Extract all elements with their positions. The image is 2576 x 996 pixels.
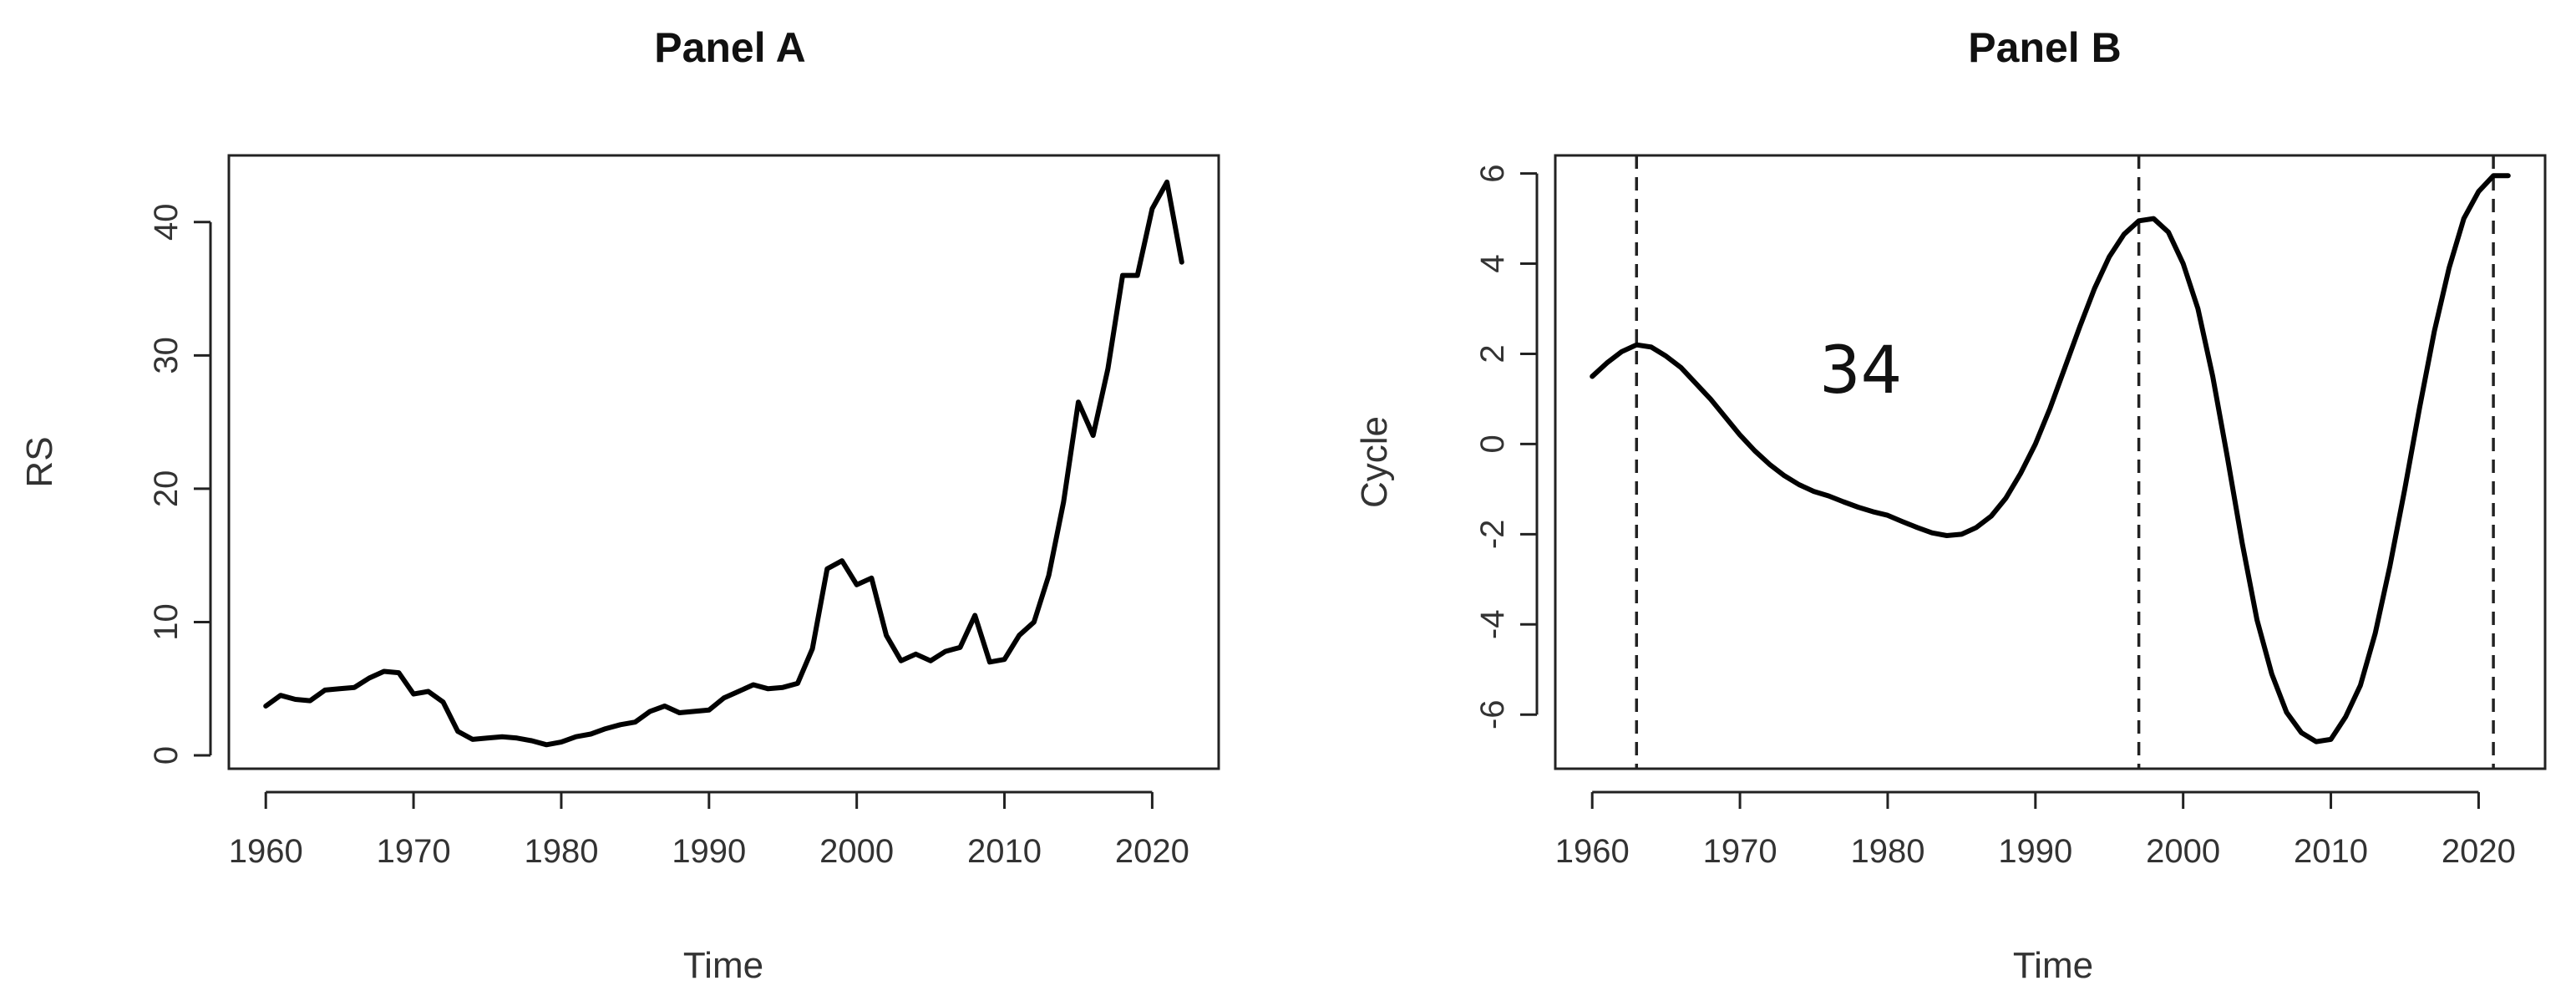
panel-a-x-axis-label: Time (683, 945, 763, 986)
panel-b-vertical-lines (1635, 155, 2495, 769)
panel-a-x-tick-label-2000: 2000 (819, 833, 894, 870)
panel-b-y-tick-label-6: 6 (1474, 164, 1511, 182)
panel-a-plot-frame (227, 154, 1220, 770)
panel-a-series (263, 179, 1184, 748)
panel-a-x-tick-label-1990: 1990 (672, 833, 746, 870)
panel-a: Panel A Time RS 1960 1970 1980 1990 2000 2010… (19, 24, 1220, 986)
panel-a-x-tick-label-1970: 1970 (377, 833, 451, 870)
panel-b-x-tick-label-1980: 1980 (1850, 833, 1924, 870)
panel-a-series-line-0 (263, 179, 1184, 748)
panel-b-series (1590, 173, 2511, 744)
panel-b-y-tick-label--2: -2 (1474, 520, 1511, 550)
panel-a-y-tick-label-20: 20 (148, 470, 185, 508)
panel-b: Panel B Time Cycle 34 1960 1970 1980 1990 20… (1354, 24, 2547, 986)
panel-b-y-tick-label-2: 2 (1474, 344, 1511, 363)
panel-b-y-tick-label--4: -4 (1474, 610, 1511, 640)
panel-a-y-axis-label: RS (19, 436, 60, 487)
panel-a-x-tick-label-1980: 1980 (524, 833, 598, 870)
panel-b-y-tick-label-0: 0 (1474, 434, 1511, 453)
panel-b-title: Panel B (1968, 24, 2121, 71)
panel-b-x-ticks: 1960 1970 1980 1990 2000 2010 2020 (1555, 790, 2516, 870)
panel-b-x-tick-label-2010: 2010 (2294, 833, 2368, 870)
panel-b-y-axis-label: Cycle (1354, 416, 1395, 508)
panel-b-x-tick-label-1970: 1970 (1703, 833, 1777, 870)
panel-b-x-tick-label-1990: 1990 (1998, 833, 2072, 870)
panel-b-x-axis-label: Time (2013, 945, 2093, 986)
panel-b-plot-frame (1554, 154, 2547, 770)
panel-a-x-tick-label-2010: 2010 (967, 833, 1042, 870)
panel-b-x-tick-label-1960: 1960 (1555, 833, 1630, 870)
panel-b-annotation: 34 (1819, 333, 1902, 409)
panel-b-y-tick-label--6: -6 (1474, 699, 1511, 729)
panel-a-x-ticks: 1960 1970 1980 1990 2000 2010 2020 (229, 790, 1189, 870)
panel-a-y-tick-label-0: 0 (148, 746, 185, 765)
panel-b-x-tick-label-2000: 2000 (2146, 833, 2220, 870)
panel-a-y-tick-label-40: 40 (148, 204, 185, 241)
panel-a-x-tick-label-2020: 2020 (1115, 833, 1189, 870)
panel-b-y-tick-label-4: 4 (1474, 254, 1511, 272)
panel-a-y-tick-label-30: 30 (148, 337, 185, 374)
panel-a-y-tick-label-10: 10 (148, 603, 185, 641)
panel-a-title: Panel A (654, 24, 806, 71)
panel-a-x-tick-label-1960: 1960 (229, 833, 303, 870)
panel-b-x-tick-label-2020: 2020 (2442, 833, 2516, 870)
panel-b-y-ticks: -6 -4 -2 0 2 4 6 (1474, 164, 1539, 729)
panel-b-series-line-0 (1590, 173, 2511, 744)
panel-a-y-ticks: 0 10 20 30 40 (148, 204, 212, 765)
